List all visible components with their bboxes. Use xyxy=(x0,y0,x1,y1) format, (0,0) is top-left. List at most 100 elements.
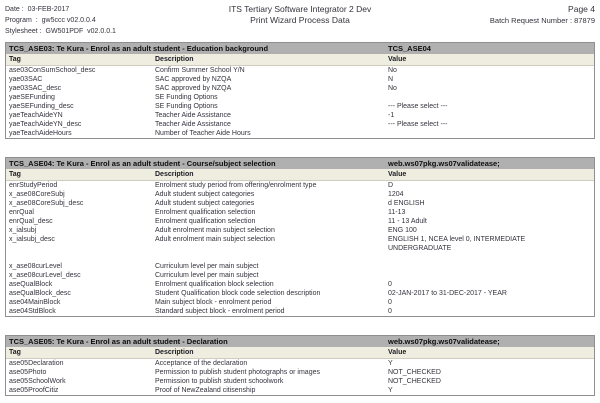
report-title-block: ITS Tertiary Software Integrator 2 Dev P… xyxy=(0,4,600,26)
column-header-row: Tag Description Value xyxy=(6,169,594,181)
value-cell: d ENGLISH xyxy=(388,200,425,207)
description-cell: Adult student subject categories xyxy=(155,200,255,207)
value-column-header: Value xyxy=(388,54,594,66)
table-row: x_ialsubj_desc Adult enrolment main subje… xyxy=(6,235,594,253)
tag-column-header: Tag xyxy=(6,347,155,359)
value-cell: D xyxy=(388,182,394,189)
report-page-info: Page 4 Batch Request Number : 87879 xyxy=(490,4,595,26)
description-cell: Confirm Summer School Y/N xyxy=(155,67,245,74)
report-page-header: Date : 03-FEB-2017 Program : gw5ccc v02.… xyxy=(0,0,600,42)
program-value: gw5ccc v02.0.0.4 xyxy=(41,17,96,24)
table-row: yaeSEFunding_desc SE Funding Options --- P… xyxy=(6,102,594,111)
stylesheet-line: Stylesheet : GW501PDF v02.0.0.1 xyxy=(5,26,116,37)
tag-cell xyxy=(6,253,155,262)
report-title: ITS Tertiary Software Integrator 2 Dev xyxy=(228,4,372,14)
description-cell: Enrolment qualification block selection xyxy=(155,281,274,288)
description-cell: Teacher Aide Assistance xyxy=(155,112,231,119)
description-cell: Student Qualification block code selecti… xyxy=(155,290,321,297)
report-subtitle: Print Wizard Process Data xyxy=(250,15,350,25)
stylesheet-label: Stylesheet : xyxy=(5,28,42,35)
section-proc-name: web.ws07pkg.ws07validatease; xyxy=(388,337,500,346)
tag-cell: x_ase08CoreSubj_desc xyxy=(9,200,84,207)
table-row: yaeSEFunding SE Funding Options xyxy=(6,93,594,102)
table-row: ase05ProofCitiz Proof of NewZealand citis… xyxy=(6,386,594,395)
section-title: TCS_ASE03: Te Kura - Enrol as an adult s… xyxy=(9,44,269,53)
page-number: Page 4 xyxy=(568,4,595,14)
description-column-header: Description xyxy=(155,54,388,66)
value-cell: Y xyxy=(388,360,393,367)
data-table-section: TCS_ASE05: Te Kura - Enrol as an adult s… xyxy=(5,335,595,396)
description-cell: Standard subject block - enrolment perio… xyxy=(155,308,285,315)
description-cell: Main subject block - enrolment period xyxy=(155,299,272,306)
description-cell: Proof of NewZealand citisenship xyxy=(155,387,256,394)
table-row: x_ase08CoreSubj Adult student subject cat… xyxy=(6,190,594,199)
process-data-table: Tag Description Value enrStudyPeriod Enro… xyxy=(6,169,594,316)
description-cell: SE Funding Options xyxy=(155,103,218,110)
value-cell: No xyxy=(388,85,397,92)
table-row: ase05Declaration Acceptance of the declar… xyxy=(6,359,594,369)
table-row: ase04StdBlock Standard subject block - en… xyxy=(6,307,594,316)
data-table-section: TCS_ASE04: Te Kura - Enrol as an adult s… xyxy=(5,157,595,317)
tag-cell: yaeSEFunding_desc xyxy=(9,103,74,110)
table-row: yaeTeachAideYN Teacher Aide Assistance -1 xyxy=(6,111,594,120)
value-cell: 0 xyxy=(388,281,392,288)
table-row: enrQual_desc Enrolment qualification sele… xyxy=(6,217,594,226)
description-cell: Curriculum level per main subject xyxy=(155,272,259,279)
tag-cell: ase05SchoolWork xyxy=(9,378,66,385)
tag-cell: yae03SAC xyxy=(9,76,43,83)
table-row: aseQualBlock Enrolment qualification bloc… xyxy=(6,280,594,289)
stylesheet-value: GW501PDF v02.0.0.1 xyxy=(45,28,116,35)
tag-cell: aseQualBlock_desc xyxy=(9,290,71,297)
value-cell xyxy=(388,93,594,102)
process-data-sections: TCS_ASE03: Te Kura - Enrol as an adult s… xyxy=(0,42,600,396)
value-cell: --- Please select --- xyxy=(388,103,448,110)
tag-cell: enrQual xyxy=(9,209,34,216)
table-row: ase05Photo Permission to publish student … xyxy=(6,368,594,377)
description-cell: Adult student subject categories xyxy=(155,191,255,198)
section-header-bar: TCS_ASE04: Te Kura - Enrol as an adult s… xyxy=(6,158,594,169)
tag-cell: yaeSEFunding xyxy=(9,94,55,101)
description-cell: SE Funding Options xyxy=(155,94,218,101)
section-proc-name: web.ws07pkg.ws07validatease; xyxy=(388,159,500,168)
tag-cell: x_ase08CoreSubj xyxy=(9,191,65,198)
tag-cell: x_ase08curLevel xyxy=(9,263,62,270)
batch-request-number: 87879 xyxy=(574,16,595,25)
table-row: yaeTeachAideHours Number of Teacher Aide … xyxy=(6,129,594,138)
tag-cell: yaeTeachAideYN_desc xyxy=(9,121,82,128)
description-cell: Permission to publish student schoolwork xyxy=(155,378,284,385)
description-cell: SAC approved by NZQA xyxy=(155,76,232,83)
tag-column-header: Tag xyxy=(6,54,155,66)
section-title: TCS_ASE04: Te Kura - Enrol as an adult s… xyxy=(9,159,276,168)
value-cell: 0 xyxy=(388,308,392,315)
description-cell: Enrolment qualification selection xyxy=(155,218,256,225)
table-row xyxy=(6,253,594,262)
description-cell xyxy=(155,253,388,262)
value-cell: Y xyxy=(388,387,393,394)
value-cell xyxy=(388,129,594,138)
program-line: Program : gw5ccc v02.0.0.4 xyxy=(5,15,116,26)
batch-request-line: Batch Request Number : 87879 xyxy=(490,15,595,26)
value-cell xyxy=(388,262,594,271)
description-cell: Acceptance of the declaration xyxy=(155,360,248,367)
table-row: x_ase08curLevel_desc Curriculum level per… xyxy=(6,271,594,280)
tag-cell: ase05Photo xyxy=(9,369,47,376)
table-row: aseQualBlock_desc Student Qualification b… xyxy=(6,289,594,298)
table-row: ase05SchoolWork Permission to publish stu… xyxy=(6,377,594,386)
description-cell: Adult enrolment main subject selection xyxy=(155,236,275,243)
value-cell: NOT_CHECKED xyxy=(388,378,441,385)
batch-request-label: Batch Request Number : xyxy=(489,16,573,25)
table-row: x_ase08curLevel Curriculum level per main… xyxy=(6,262,594,271)
data-table-section: TCS_ASE03: Te Kura - Enrol as an adult s… xyxy=(5,42,595,139)
value-cell: --- Please select --- xyxy=(388,121,448,128)
value-cell: ENG 100 xyxy=(388,227,417,234)
tag-column-header: Tag xyxy=(6,169,155,181)
tag-cell: x_ase08curLevel_desc xyxy=(9,272,81,279)
tag-cell: enrStudyPeriod xyxy=(9,182,58,189)
table-row: enrStudyPeriod Enrolment study period fro… xyxy=(6,181,594,191)
tag-cell: aseQualBlock xyxy=(9,281,53,288)
description-cell: Curriculum level per main subject xyxy=(155,263,259,270)
section-header-bar: TCS_ASE03: Te Kura - Enrol as an adult s… xyxy=(6,43,594,54)
value-column-header: Value xyxy=(388,169,594,181)
table-row: ase03ConSumSchool_desc Confirm Summer Sch… xyxy=(6,66,594,76)
date-line: Date : 03-FEB-2017 xyxy=(5,4,116,15)
